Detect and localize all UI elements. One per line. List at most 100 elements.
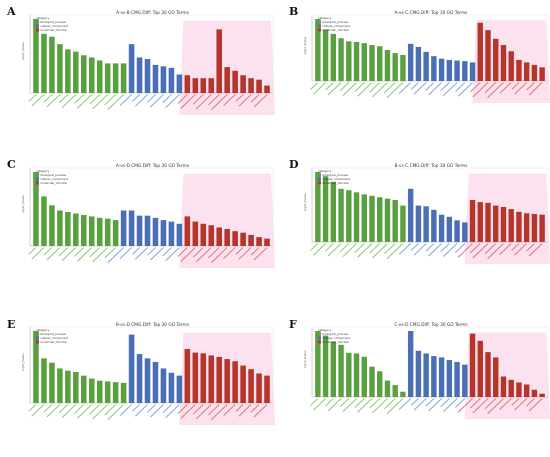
x-tick-label: [131, 404, 140, 412]
legend-swatch: [36, 332, 39, 336]
legend-swatch: [318, 181, 321, 185]
bar: [322, 176, 329, 242]
legend-entry: cellular_component: [41, 336, 69, 340]
bar: [152, 64, 159, 93]
bar: [57, 44, 63, 93]
bar: [232, 361, 238, 403]
bar: [240, 75, 246, 93]
bar: [469, 333, 476, 397]
bar: [104, 63, 111, 93]
x-tick-label: [440, 82, 450, 92]
bar: [469, 200, 476, 242]
x-tick-label: [250, 247, 260, 256]
x-tick-label: [514, 398, 528, 411]
x-tick-label: [425, 82, 435, 91]
legend-entry: molecular_function: [41, 181, 68, 185]
x-tick-label: [487, 82, 504, 99]
x-tick-label: [384, 82, 396, 94]
bar: [377, 371, 383, 397]
x-tick-label: [457, 82, 473, 97]
x-tick-label: [386, 243, 404, 260]
x-tick-label: [472, 82, 489, 98]
x-tick-label: [131, 94, 140, 102]
bar: [485, 202, 491, 242]
bar: [407, 331, 414, 397]
bar: [248, 78, 254, 93]
x-tick-label: [428, 82, 442, 96]
bar: [516, 211, 522, 242]
x-tick-label: [384, 398, 396, 410]
legend-entry: cellular_component: [41, 24, 69, 28]
bar: [338, 188, 344, 242]
x-tick-label: [428, 398, 442, 412]
bar: [49, 362, 55, 403]
bar: [330, 33, 337, 81]
x-tick-label: [339, 398, 350, 408]
bar: [462, 364, 468, 397]
bar: [208, 78, 215, 93]
bar: [400, 391, 406, 397]
bar: [33, 172, 39, 246]
bar: [477, 340, 483, 397]
bar: [136, 57, 143, 93]
bar: [346, 41, 352, 81]
x-tick-label: [195, 247, 212, 263]
bar: [516, 59, 522, 81]
bar: [315, 19, 321, 81]
x-tick-label: [89, 404, 101, 415]
x-tick-label: [46, 94, 61, 108]
bar: [65, 211, 71, 246]
x-tick-label: [327, 398, 342, 412]
bar: [477, 22, 483, 81]
panel-f: F C-vs-D.CMG.Diff: Top 30 GO Terms -log10…: [275, 304, 550, 456]
y-axis-label: -log10_Pvalue: [303, 36, 307, 55]
bar: [485, 352, 491, 397]
bar: [516, 382, 522, 397]
x-tick-label: [354, 398, 365, 408]
bar: [438, 58, 445, 81]
x-tick-label: [28, 94, 37, 102]
y-axis-label: -log10_Pvalue: [21, 42, 25, 61]
bar: [469, 62, 476, 81]
x-tick-label: [147, 404, 156, 413]
bar: [500, 207, 507, 242]
bar: [446, 360, 453, 397]
x-tick-label: [440, 398, 450, 408]
x-tick-label: [74, 247, 85, 257]
chart-title: B-vs-D.CMG.Diff: Top 30 GO Terms: [116, 322, 190, 328]
legend-swatch: [36, 20, 39, 24]
x-tick-label: [150, 247, 164, 261]
bar: [523, 384, 530, 397]
panel-letter: F: [289, 318, 297, 331]
legend-entry: molecular_function: [323, 340, 350, 344]
bar: [112, 220, 119, 246]
bar: [338, 38, 344, 81]
bar: [415, 46, 422, 81]
chart-c: A-vs-D.CMG.Diff: Top 30 GO Terms -log10_P…: [21, 163, 275, 268]
bar: [80, 214, 87, 246]
bar: [41, 196, 47, 246]
x-tick-label: [250, 404, 260, 413]
bar: [73, 213, 79, 246]
x-tick-label: [484, 243, 497, 255]
legend-title: category: [318, 328, 331, 332]
bar: [80, 55, 87, 93]
legend-title: category: [36, 328, 49, 332]
x-tick-label: [131, 247, 140, 255]
legend-entry: molecular_function: [323, 28, 350, 32]
bar: [88, 57, 95, 93]
bar: [392, 385, 398, 397]
x-tick-label: [487, 398, 504, 415]
bar: [423, 353, 429, 397]
bar: [33, 19, 39, 93]
x-tick-label: [342, 398, 357, 413]
legend-swatch: [318, 332, 321, 336]
bar: [407, 43, 414, 81]
x-tick-label: [162, 404, 172, 414]
bar: [232, 231, 238, 246]
legend-entry: cellular_component: [323, 24, 351, 28]
legend-entry: biological_process: [323, 173, 349, 177]
x-tick-label: [119, 247, 132, 259]
legend-entry: molecular_function: [41, 28, 68, 32]
x-tick-label: [192, 404, 204, 415]
